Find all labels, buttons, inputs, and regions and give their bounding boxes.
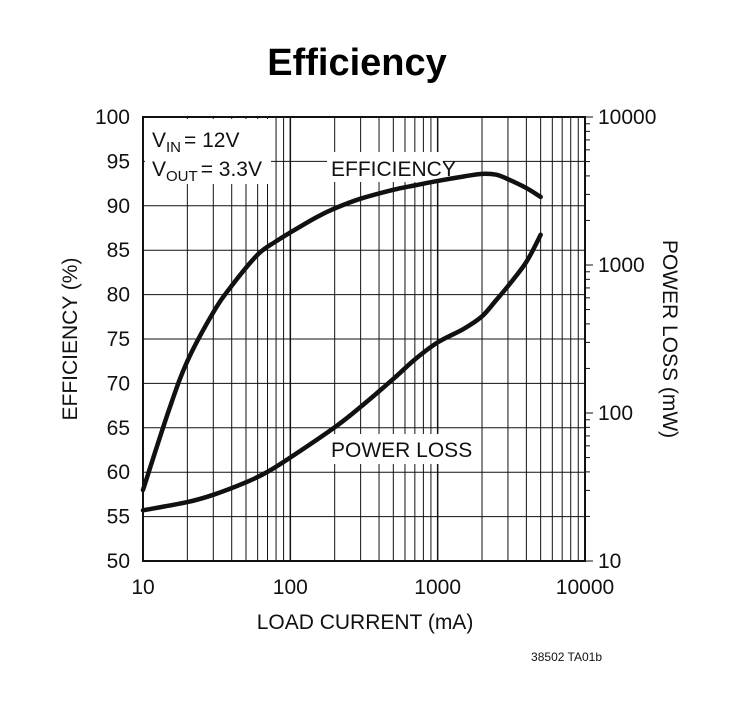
- y-tick-label: 55: [107, 506, 130, 529]
- vin-sub: IN: [166, 139, 181, 156]
- plot-grid: [143, 116, 593, 562]
- y-tick-label: 100: [95, 106, 130, 129]
- y-tick-label: 50: [107, 550, 130, 573]
- y-tick-label: 85: [107, 239, 130, 262]
- vout-v: V: [152, 158, 166, 181]
- efficiency-curve: [140, 171, 543, 493]
- power-loss-annotation-bg: [327, 434, 462, 464]
- vin-v: V: [152, 129, 166, 152]
- x-tick-label: 100: [273, 576, 308, 599]
- vin-value: = 12V: [184, 129, 239, 152]
- y-axis-label: EFFICIENCY (%): [59, 258, 82, 421]
- y-tick-label: 95: [107, 150, 130, 173]
- vout-sub: OUT: [166, 168, 198, 185]
- tick-labels: 10 100 1000 10000 50 55 60 65 70 75 80 85 90 95 100 10 1…: [95, 106, 656, 599]
- y2-tick-label: 1000: [598, 254, 645, 277]
- y2-axis-label: POWER LOSS (mW): [658, 240, 681, 438]
- efficiency-annotation-bg: [327, 152, 443, 182]
- power-loss-annotation: POWER LOSS: [331, 439, 472, 462]
- x-tick-label: 10: [131, 576, 154, 599]
- figure-footnote: 38502 TA01b: [531, 650, 602, 664]
- chart-title: Efficiency: [267, 42, 447, 84]
- x-tick-label: 1000: [414, 576, 461, 599]
- x-tick-label: 10000: [556, 576, 614, 599]
- y-tick-label: 65: [107, 417, 130, 440]
- y-tick-label: 90: [107, 195, 130, 218]
- y-tick-label: 80: [107, 284, 130, 307]
- conditions-box: [145, 119, 271, 184]
- y2-tick-label: 100: [598, 402, 633, 425]
- y2-tick-label: 10: [598, 550, 621, 573]
- y-tick-label: 70: [107, 372, 130, 395]
- vin-label: VIN = 12V: [152, 129, 239, 156]
- x-axis-label: LOAD CURRENT (mA): [257, 611, 474, 634]
- y2-tick-label: 10000: [598, 106, 656, 129]
- power-loss-curve: [140, 232, 543, 513]
- vout-label: VOUT = 3.3V: [152, 158, 262, 185]
- series-group: [140, 171, 543, 513]
- vout-value: = 3.3V: [201, 158, 262, 181]
- y-tick-label: 75: [107, 328, 130, 351]
- y-tick-label: 60: [107, 461, 130, 484]
- efficiency-annotation: EFFICIENCY: [331, 158, 456, 181]
- plot-frame: [142, 116, 586, 562]
